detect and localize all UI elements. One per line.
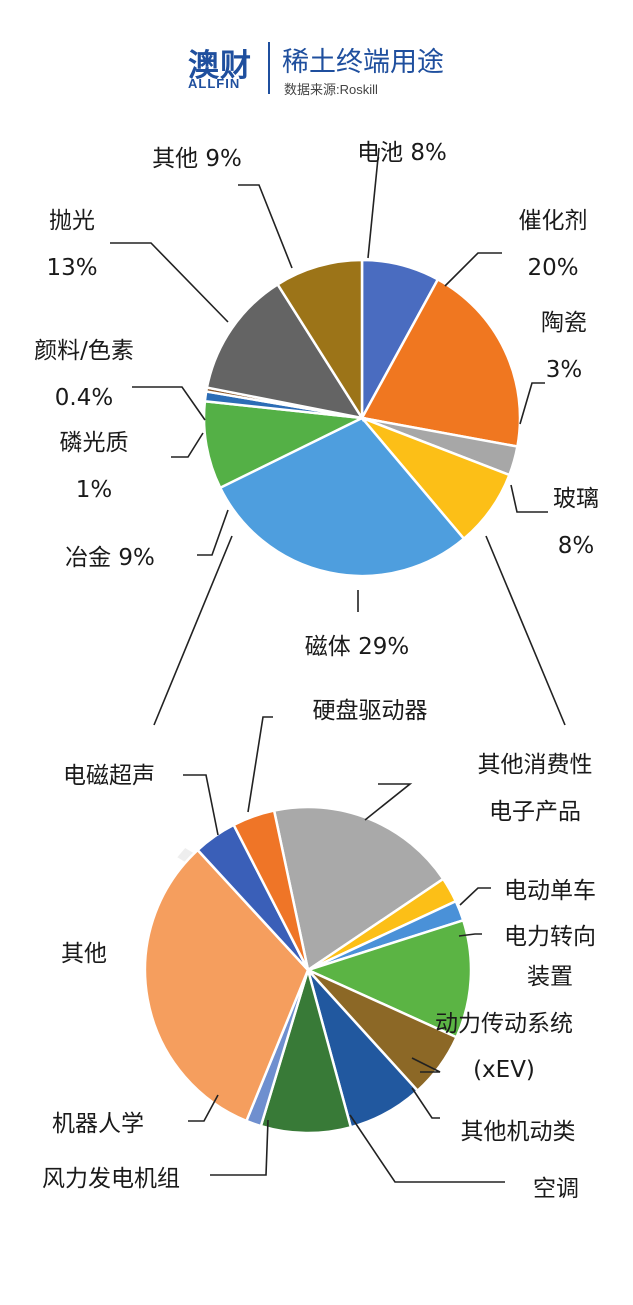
magnet-label-4: 动力传动系统 (xEV) xyxy=(435,1011,573,1083)
leader-line-8 xyxy=(132,386,206,421)
magnet-slice-7 xyxy=(259,965,353,1135)
magnet-label-3: 电力转向装置 xyxy=(504,924,596,990)
magnet-label-3-line-1: 电力转向 xyxy=(504,924,596,950)
magnet-label-3-line-2: 装置 xyxy=(527,964,573,990)
slice-label-5-line-1: 磁体 29% xyxy=(305,634,409,660)
pie-slice-10 xyxy=(275,258,364,423)
slice-label-10: 其他 9% xyxy=(152,146,242,172)
slice-label-6: 冶金 9% xyxy=(65,545,155,571)
brand-logo-subtext: ALLFIN xyxy=(188,76,241,91)
magnet-link-left xyxy=(153,535,233,726)
leader-line-7 xyxy=(171,432,204,458)
slice-label-2-line-2: 20% xyxy=(527,255,578,281)
slice-label-1: 电池 8% xyxy=(357,140,447,166)
leader-line-11 xyxy=(364,783,413,821)
magnet-link-right xyxy=(485,535,566,726)
magnet-label-2: 电动单车 xyxy=(504,878,596,904)
slice-label-10-line-1: 其他 9% xyxy=(152,146,242,172)
slice-label-2: 催化剂 20% xyxy=(519,208,588,281)
magnet-label-8-line-1: 机器人学 xyxy=(52,1111,144,1137)
magnet-label-7-line-1: 风力发电机组 xyxy=(42,1166,180,1192)
magnet-label-10-line-1: 电磁超声 xyxy=(63,763,155,789)
slice-label-2-line-1: 催化剂 xyxy=(519,208,588,234)
magnet-label-9-line-1: 其他 xyxy=(61,941,107,967)
magnet-label-1-line-1: 其他消费性 xyxy=(478,752,593,778)
slice-label-7-line-1: 磷光质 xyxy=(60,430,129,456)
slice-label-3-line-1: 陶瓷 xyxy=(541,310,587,336)
slice-label-4-line-1: 玻璃 xyxy=(553,486,599,512)
slice-label-8: 颜料/色素 0.4% xyxy=(34,338,134,411)
magnet-slice-1 xyxy=(272,805,445,973)
magnet-label-10: 电磁超声 xyxy=(63,763,155,789)
leader-line-3 xyxy=(519,382,545,425)
magnet-label-2-line-1: 电动单车 xyxy=(504,878,596,904)
brand-logo-text: 澳财 xyxy=(188,48,252,84)
connector-line xyxy=(153,535,566,726)
slice-label-3: 陶瓷 3% xyxy=(541,310,587,383)
magnet-label-4-line-2: (xEV) xyxy=(473,1057,535,1083)
magnet-label-7: 风力发电机组 xyxy=(42,1166,180,1192)
slice-label-7: 磷光质 1% xyxy=(60,430,129,503)
slice-labels: 电池 8% 催化剂 20% 陶瓷 3% 玻璃 8% 磁体 29% 冶金 9% 磷光质 1% 颜料/色素… xyxy=(34,140,599,1202)
slice-label-9: 抛光 13% xyxy=(46,208,97,281)
leader-line-14 xyxy=(411,1057,441,1073)
magnet-slice-9 xyxy=(143,848,310,1123)
leader-line-4 xyxy=(510,484,548,513)
slice-label-5: 磁体 29% xyxy=(305,634,409,660)
magnet-label-11: 硬盘驱动器 xyxy=(313,698,428,724)
leader-line-18 xyxy=(188,1094,219,1122)
slice-label-6-line-1: 冶金 9% xyxy=(65,545,155,571)
slice-label-9-line-2: 13% xyxy=(46,255,97,281)
magnet-slice-11 xyxy=(232,809,310,971)
slice-label-8-line-1: 颜料/色素 xyxy=(34,338,134,364)
leader-line-2 xyxy=(444,252,502,287)
magnet-label-1: 其他消费性电子产品 xyxy=(478,752,593,825)
leader-line-6 xyxy=(197,509,229,556)
pie-end-use xyxy=(202,258,522,578)
slice-label-4: 玻璃 8% xyxy=(553,486,599,559)
slice-label-7-line-2: 1% xyxy=(76,477,113,503)
slice-label-4-line-2: 8% xyxy=(558,533,595,559)
header-divider xyxy=(268,42,270,94)
pie-slice-6 xyxy=(202,399,367,490)
magnet-label-9: 其他 xyxy=(61,941,107,967)
leader-line-20 xyxy=(247,716,273,813)
slice-label-1-line-1: 电池 8% xyxy=(357,140,447,166)
chart-header: 澳财 ALLFIN 稀土终端用途 数据来源:Roskill xyxy=(0,0,633,110)
leader-line-10 xyxy=(238,184,293,269)
magnet-label-5-line-1: 其他机动类 xyxy=(461,1119,576,1145)
magnet-slice-4 xyxy=(304,918,473,1039)
leader-line-16 xyxy=(349,1114,505,1183)
slice-label-8-line-2: 0.4% xyxy=(55,385,113,411)
magnet-label-1-line-2: 电子产品 xyxy=(489,799,581,825)
magnet-label-4-line-1: 动力传动系统 xyxy=(435,1011,573,1037)
leader-line-13 xyxy=(458,933,482,937)
leader-line-9 xyxy=(110,242,229,323)
leader-line-15 xyxy=(411,1087,440,1119)
leader-line-19 xyxy=(183,774,219,836)
leader-lines xyxy=(110,147,548,1183)
pie-slice-5 xyxy=(218,416,466,578)
pie-slice-9 xyxy=(205,282,365,420)
magnet-label-6-line-1: 空调 xyxy=(533,1176,579,1202)
magnet-label-11-line-1: 硬盘驱动器 xyxy=(313,698,428,724)
pie-magnet-applications xyxy=(143,805,473,1135)
data-source-note: 数据来源:Roskill xyxy=(284,82,378,97)
leader-line-17 xyxy=(210,1119,269,1176)
magnet-label-6: 空调 xyxy=(533,1176,579,1202)
chart-title: 稀土终端用途 xyxy=(282,47,444,78)
magnet-label-8: 机器人学 xyxy=(52,1111,144,1137)
pie-slice-2 xyxy=(360,277,522,448)
slice-label-3-line-2: 3% xyxy=(546,357,583,383)
leader-line-12 xyxy=(459,887,491,906)
leader-line-1 xyxy=(367,147,380,259)
magnet-label-5: 其他机动类 xyxy=(461,1119,576,1145)
slice-label-9-line-1: 抛光 xyxy=(49,208,95,234)
